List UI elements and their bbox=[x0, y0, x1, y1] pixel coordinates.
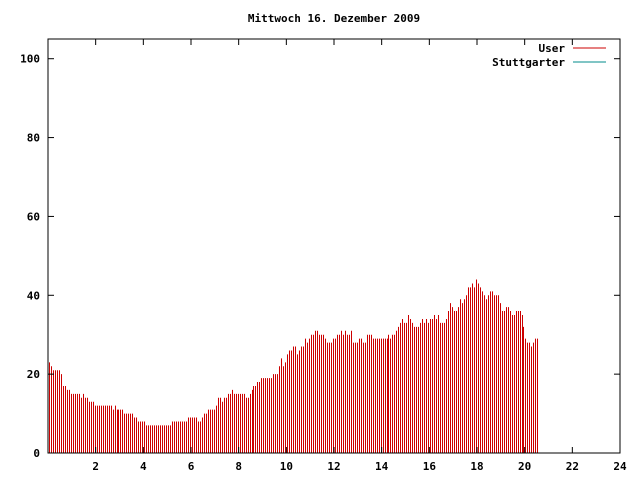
y-tick-label: 100 bbox=[20, 53, 40, 66]
chart-title: Mittwoch 16. Dezember 2009 bbox=[248, 12, 420, 25]
x-tick-label: 20 bbox=[518, 460, 531, 473]
y-tick-label: 80 bbox=[27, 132, 40, 145]
x-tick-label: 2 bbox=[92, 460, 99, 473]
x-tick-label: 18 bbox=[470, 460, 483, 473]
bars-group bbox=[49, 279, 538, 453]
x-tick-label: 14 bbox=[375, 460, 389, 473]
x-tick-label: 24 bbox=[613, 460, 627, 473]
x-tick-label: 8 bbox=[235, 460, 242, 473]
y-axis: 0 20 40 60 80 100 bbox=[20, 53, 620, 460]
y-tick-label: 40 bbox=[27, 289, 40, 302]
legend-label-stuttgarter: Stuttgarter bbox=[492, 56, 565, 69]
y-tick-label: 0 bbox=[33, 447, 40, 460]
x-tick-label: 12 bbox=[327, 460, 340, 473]
x-axis: 2 4 6 8 10 12 14 16 18 20 22 24 bbox=[92, 39, 627, 473]
y-tick-label: 60 bbox=[27, 210, 40, 223]
x-tick-label: 16 bbox=[423, 460, 437, 473]
x-tick-label: 22 bbox=[566, 460, 579, 473]
legend: User Stuttgarter bbox=[492, 42, 606, 69]
legend-label-user: User bbox=[539, 42, 566, 55]
x-tick-label: 6 bbox=[188, 460, 195, 473]
y-tick-label: 20 bbox=[27, 368, 40, 381]
x-tick-label: 4 bbox=[140, 460, 147, 473]
x-tick-label: 10 bbox=[280, 460, 293, 473]
